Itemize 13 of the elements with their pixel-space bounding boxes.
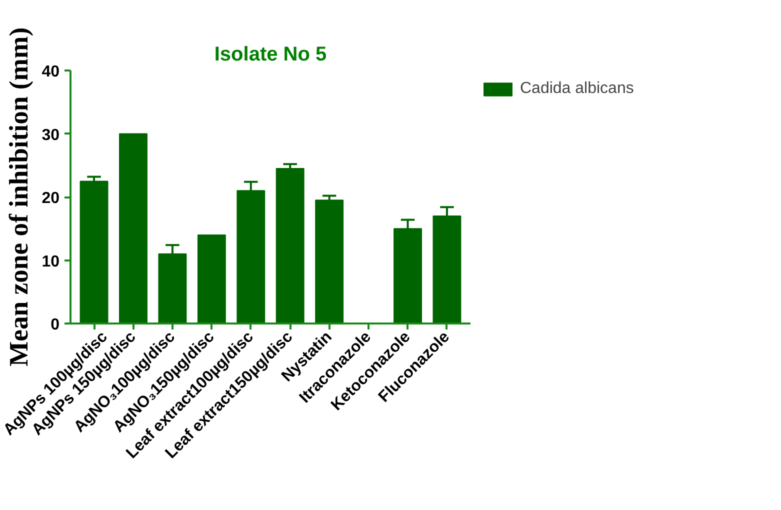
bar (119, 133, 148, 324)
y-tick-label: 10 (42, 253, 60, 270)
bar (315, 200, 344, 324)
y-axis-title: Mean zone of inhibition (mm) (4, 27, 34, 367)
y-tick-label: 20 (42, 190, 60, 207)
y-tick-label: 30 (42, 126, 60, 144)
chart-title: Isolate No 5 (214, 44, 327, 66)
y-tick-label: 40 (42, 64, 60, 80)
bar (276, 168, 304, 324)
bar (80, 180, 108, 324)
y-tick-label: 0 (50, 316, 60, 334)
bar (197, 234, 226, 324)
legend-label: Cadida albicans (520, 80, 634, 98)
